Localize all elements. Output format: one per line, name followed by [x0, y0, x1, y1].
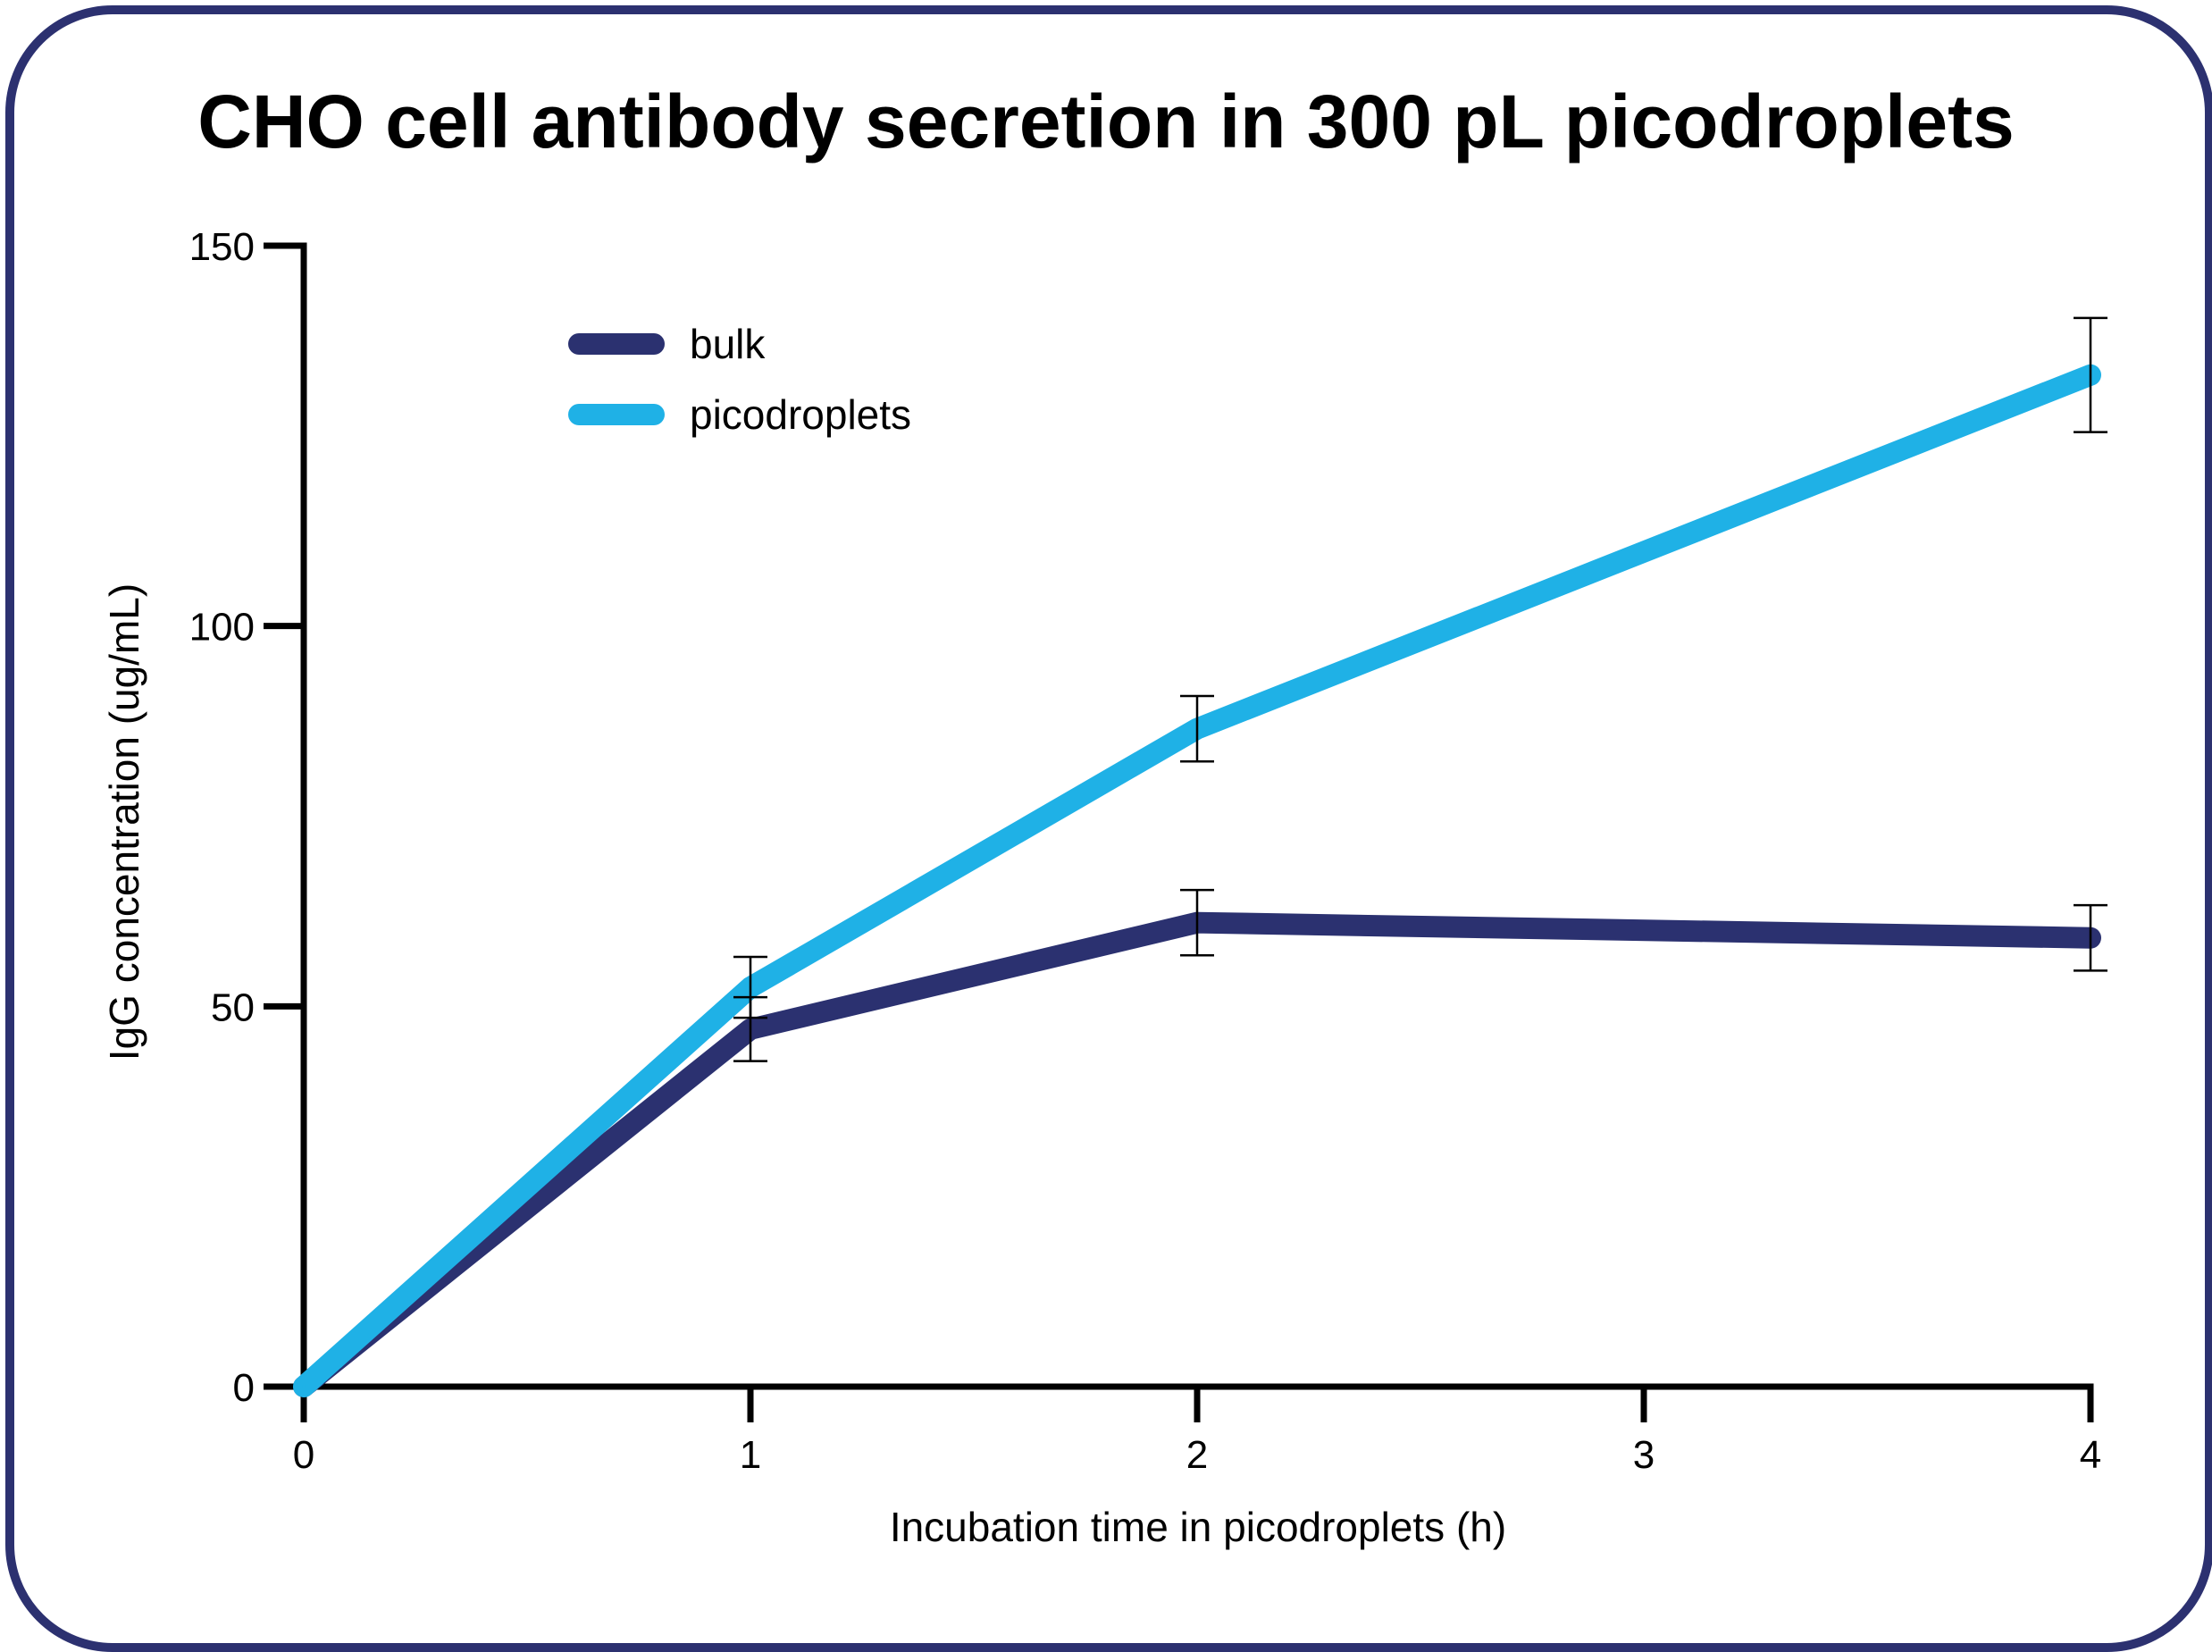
x-tick-label-1: 1: [740, 1433, 761, 1477]
series-line-picodroplets: [293, 364, 2101, 1397]
legend-label-bulk: bulk: [690, 321, 766, 367]
error-bar-picodroplets-2: [1180, 694, 1214, 763]
error-bar-bulk-2: [1180, 888, 1214, 957]
x-axis-label: Incubation time in picodroplets (h): [890, 1504, 1506, 1550]
y-axis-label: IgG concentration (ug/mL): [101, 583, 147, 1061]
x-tick-label-2: 2: [1186, 1433, 1208, 1477]
legend-label-picodroplets: picodroplets: [690, 391, 911, 438]
y-tick-label-100: 100: [189, 606, 255, 650]
series-line-bulk: [293, 911, 2101, 1397]
y-tick-label-150: 150: [189, 225, 255, 269]
data-point-picodroplets-0: [302, 1385, 306, 1388]
error-bar-bulk-4: [2074, 903, 2107, 972]
x-tick-label-3: 3: [1633, 1433, 1655, 1477]
chart-frame: [5, 5, 2212, 1652]
error-bars: [733, 316, 2107, 1062]
series-lines: [293, 364, 2101, 1397]
ticks: 0 1 2 3 4 0 50 100 150: [189, 225, 2102, 1477]
chart-title: CHO cell antibody secretion in 300 pL pi…: [197, 80, 2015, 164]
y-tick-label-50: 50: [211, 985, 255, 1029]
y-tick-label-0: 0: [233, 1366, 255, 1410]
x-tick-label-4: 4: [2080, 1433, 2101, 1477]
error-bar-picodroplets-1: [733, 955, 767, 1019]
legend: bulk picodroplets: [568, 321, 911, 438]
error-bar-picodroplets-4: [2074, 316, 2107, 433]
x-tick-label-0: 0: [293, 1433, 314, 1477]
